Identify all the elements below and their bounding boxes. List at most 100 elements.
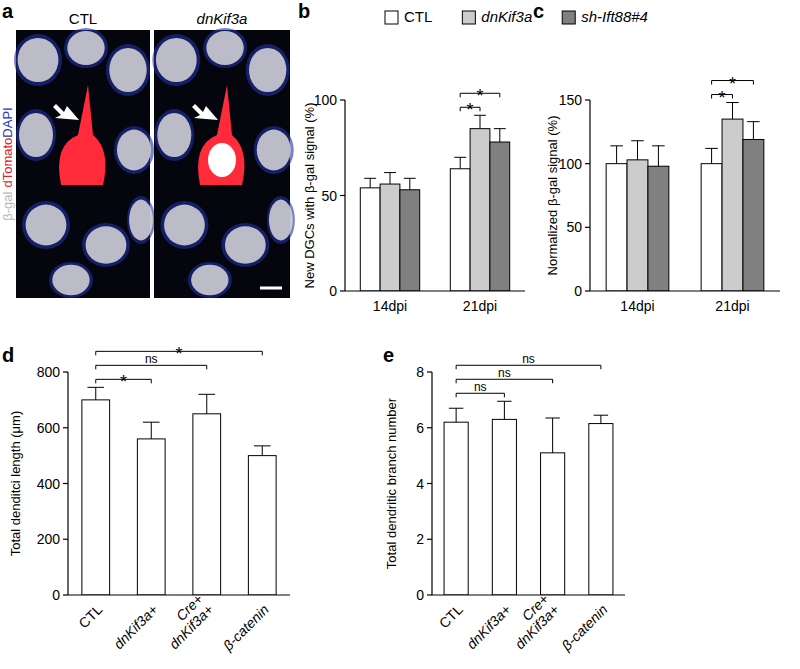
bar <box>722 119 743 291</box>
bgal-nucleus <box>164 205 205 246</box>
x-tick-label: CTL <box>436 601 466 631</box>
x-tick-label: dnKif3a+ <box>463 601 514 652</box>
label-line: dnKif3a+ <box>512 601 563 652</box>
error-cap <box>652 145 665 146</box>
error-cap <box>631 140 644 141</box>
panel-letter: d <box>2 344 14 366</box>
y-tick <box>585 99 590 100</box>
scale-bar <box>260 287 282 290</box>
bgal-nucleus <box>206 31 243 65</box>
x-tick-label: Cre+dnKif3a+ <box>155 591 216 652</box>
significance-label: ns <box>522 352 535 366</box>
error-bar <box>404 178 416 189</box>
y-tick <box>63 483 68 484</box>
y-tick <box>340 99 345 100</box>
error-bar <box>474 115 486 128</box>
dtomato-cell <box>198 85 244 185</box>
error-cap <box>454 157 466 158</box>
bgal-nucleus <box>86 226 127 263</box>
y-tick-label: 100 <box>559 156 583 172</box>
channel-label: β-galdTomatoDAPI <box>0 107 15 220</box>
dapi-nucleus <box>82 223 130 267</box>
bgal-nucleus <box>19 113 53 157</box>
dapi-nucleus <box>16 109 56 161</box>
x-axis <box>432 594 625 595</box>
dapi-nucleus <box>246 44 290 96</box>
bar <box>193 414 221 595</box>
bar <box>606 164 627 291</box>
error-stem <box>552 418 553 453</box>
error-cap <box>87 387 104 388</box>
error-bar <box>364 178 376 188</box>
error-bar <box>747 122 760 140</box>
y-tick <box>585 290 590 291</box>
error-bar <box>610 146 623 164</box>
bgal-nucleus <box>156 38 197 82</box>
error-bar <box>594 415 608 423</box>
error-stem <box>658 146 659 166</box>
legend-label: sh-Ift88#4 <box>581 8 648 25</box>
dapi-nucleus <box>49 262 93 298</box>
y-tick-label: 200 <box>37 531 61 547</box>
error-cap <box>384 172 396 173</box>
arrow <box>192 104 218 120</box>
y-tick-label: 150 <box>559 92 583 108</box>
chart-d: d0200400600800Total denditci length (μm)… <box>2 344 290 654</box>
error-cap <box>726 102 739 103</box>
significance-label: * <box>476 86 483 106</box>
bar <box>589 424 613 595</box>
bar <box>360 188 380 291</box>
bar <box>444 422 468 595</box>
error-cap <box>494 128 506 129</box>
label-line: dnKif3a+ <box>463 601 514 652</box>
bgal-in-cell <box>208 143 236 177</box>
bgal-nucleus <box>109 48 146 92</box>
y-tick-label: 8 <box>416 364 424 380</box>
dapi-nucleus <box>203 28 247 68</box>
dtomato-cell <box>59 85 105 185</box>
plot-area <box>606 103 764 291</box>
label-line: CTL <box>436 601 466 631</box>
error-cap <box>594 415 608 416</box>
y-tick <box>427 371 432 372</box>
legend-label: dnKif3a <box>481 8 532 25</box>
y-tick <box>63 371 68 372</box>
dapi-nucleus <box>106 44 150 96</box>
error-bar <box>87 387 104 400</box>
significance-label: * <box>719 88 726 108</box>
bgal-nucleus <box>67 31 104 65</box>
x-tick-label: Cre+dnKif3a+ <box>501 591 562 652</box>
label-line: CTL <box>75 601 105 631</box>
plot-area <box>360 115 509 291</box>
error-cap <box>497 401 511 402</box>
dapi-nucleus <box>127 196 155 244</box>
channel-name: dTomato <box>0 138 15 188</box>
error-stem <box>732 103 733 120</box>
significance-label: * <box>729 74 736 94</box>
error-cap <box>474 115 486 116</box>
y-tick <box>585 227 590 228</box>
y-axis-label: Normalized β-gal signal (%) <box>545 116 560 276</box>
label-line: β-catenin <box>558 601 611 654</box>
y-tick <box>340 195 345 196</box>
error-stem <box>637 141 638 160</box>
x-tick-label: 14dpi <box>373 298 407 314</box>
significance-label: ns <box>498 366 511 380</box>
y-tick <box>427 539 432 540</box>
bgal-nucleus <box>18 38 59 82</box>
bar <box>627 160 648 291</box>
micrograph <box>152 28 295 298</box>
significance-label: * <box>175 344 182 364</box>
error-cap <box>198 394 215 395</box>
chart-e: e02468Total dendritic branch numberCTLdn… <box>383 344 625 654</box>
error-stem <box>480 115 481 128</box>
chart-c: c050100150Normalized β-gal signal (%)14d… <box>533 0 780 314</box>
error-stem <box>262 446 263 456</box>
bgal-nucleus <box>249 48 286 92</box>
significance-bracket: ns <box>456 352 601 369</box>
bgal-nucleus <box>26 205 67 246</box>
error-stem <box>206 394 207 414</box>
bgal-nucleus <box>129 200 153 241</box>
error-cap <box>449 408 463 409</box>
plot-area <box>82 387 276 595</box>
